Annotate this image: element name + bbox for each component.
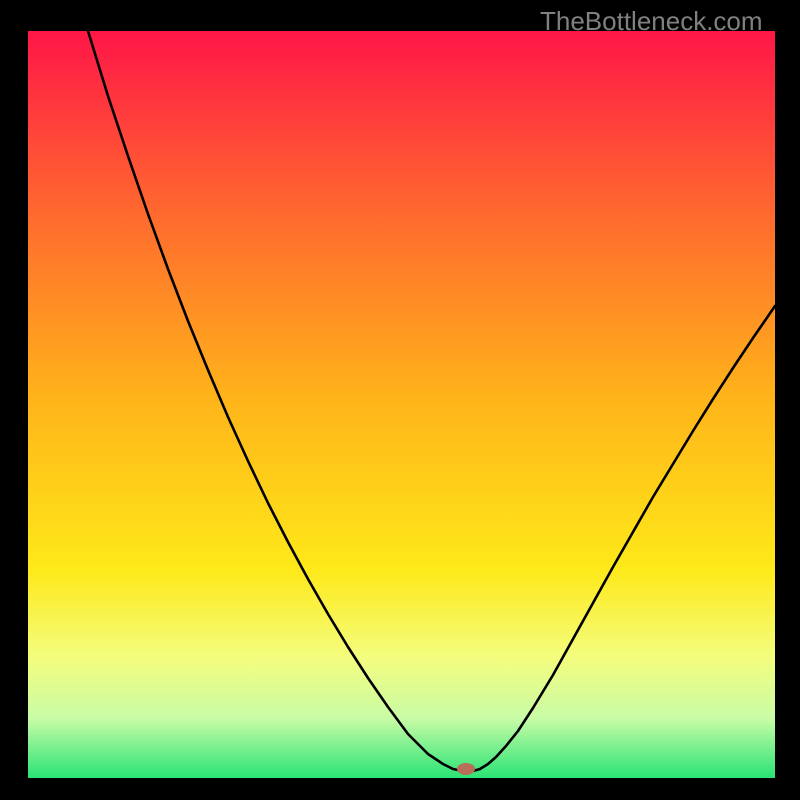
chart-container: TheBottleneck.com [0,0,800,800]
watermark-text: TheBottleneck.com [540,6,763,37]
bottleneck-curve [0,0,800,800]
